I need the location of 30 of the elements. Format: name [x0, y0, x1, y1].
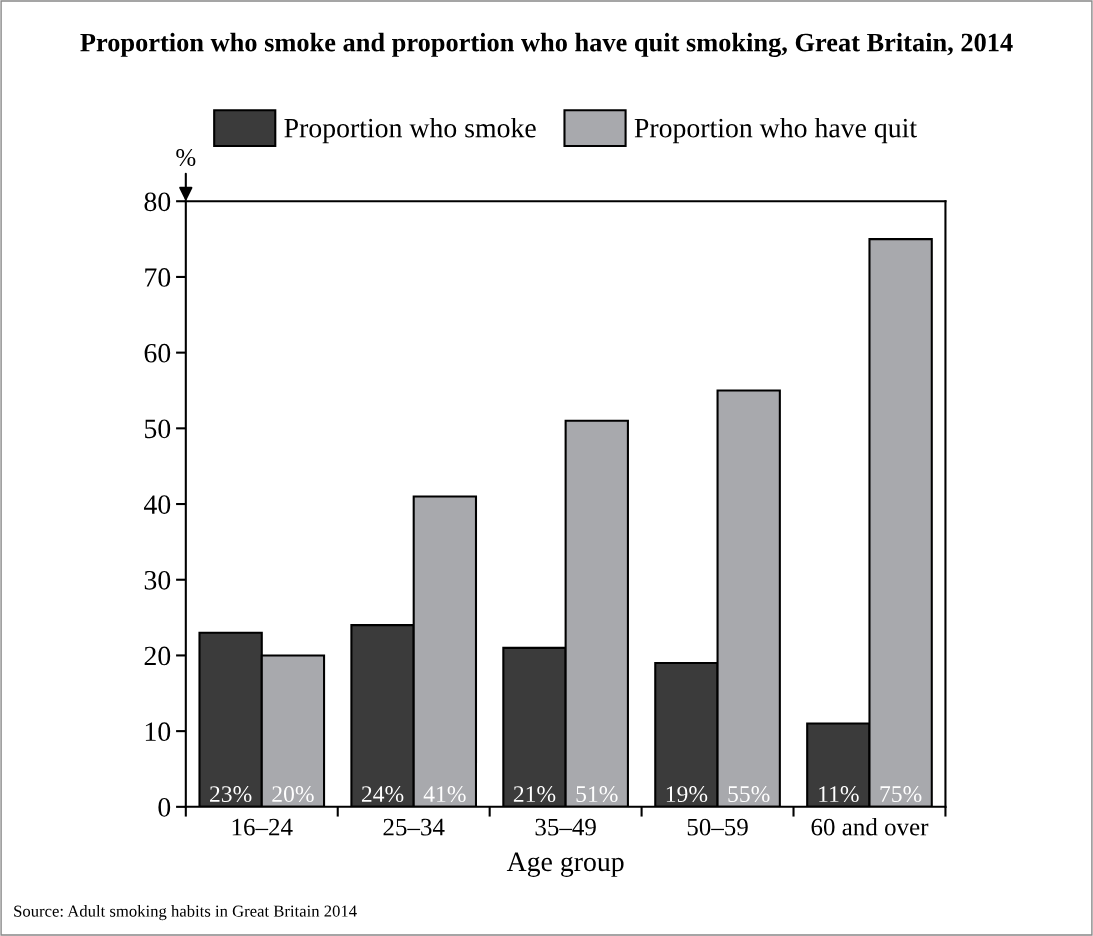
legend-label: Proportion who have quit [634, 117, 917, 144]
x-tick-label: 35–49 [535, 818, 596, 836]
data-label: 20% [272, 786, 314, 803]
data-label: 19% [666, 786, 708, 803]
data-label: 75% [880, 786, 922, 803]
x-tick-label: 25–34 [383, 818, 445, 836]
y-tick-label: 30 [144, 570, 171, 590]
y-tick-label: 60 [144, 343, 171, 363]
y-tick-label: 0 [158, 798, 171, 817]
legend-label: Proportion who smoke [284, 117, 536, 144]
data-label: 24% [361, 786, 404, 803]
data-label: 55% [728, 786, 770, 803]
data-label: 41% [423, 786, 466, 803]
y-tick-label: 20 [144, 646, 171, 666]
data-label: 21% [513, 786, 556, 803]
y-tick-label: 70 [145, 268, 171, 287]
source-note: Source: Adult smoking habits in Great Britain 2014 [14, 905, 357, 921]
y-tick-label: 10 [145, 722, 171, 742]
x-axis-title: Age group [506, 852, 624, 877]
data-label: 51% [576, 786, 618, 803]
y-tick-label: 80 [144, 192, 171, 212]
x-tick-label: 60 and over [811, 817, 929, 836]
x-tick-label: 50–59 [687, 818, 748, 836]
y-axis-title: % [176, 149, 196, 166]
y-tick-label: 40 [143, 495, 171, 514]
x-tick-label: 16–24 [232, 818, 293, 836]
data-label: 23% [210, 786, 252, 803]
chart-title: Proportion who smoke and proportion who have quit smoking, Great Britain, 2014 [80, 32, 1013, 57]
y-tick-label: 50 [145, 419, 171, 439]
data-label: 11% [819, 786, 859, 803]
